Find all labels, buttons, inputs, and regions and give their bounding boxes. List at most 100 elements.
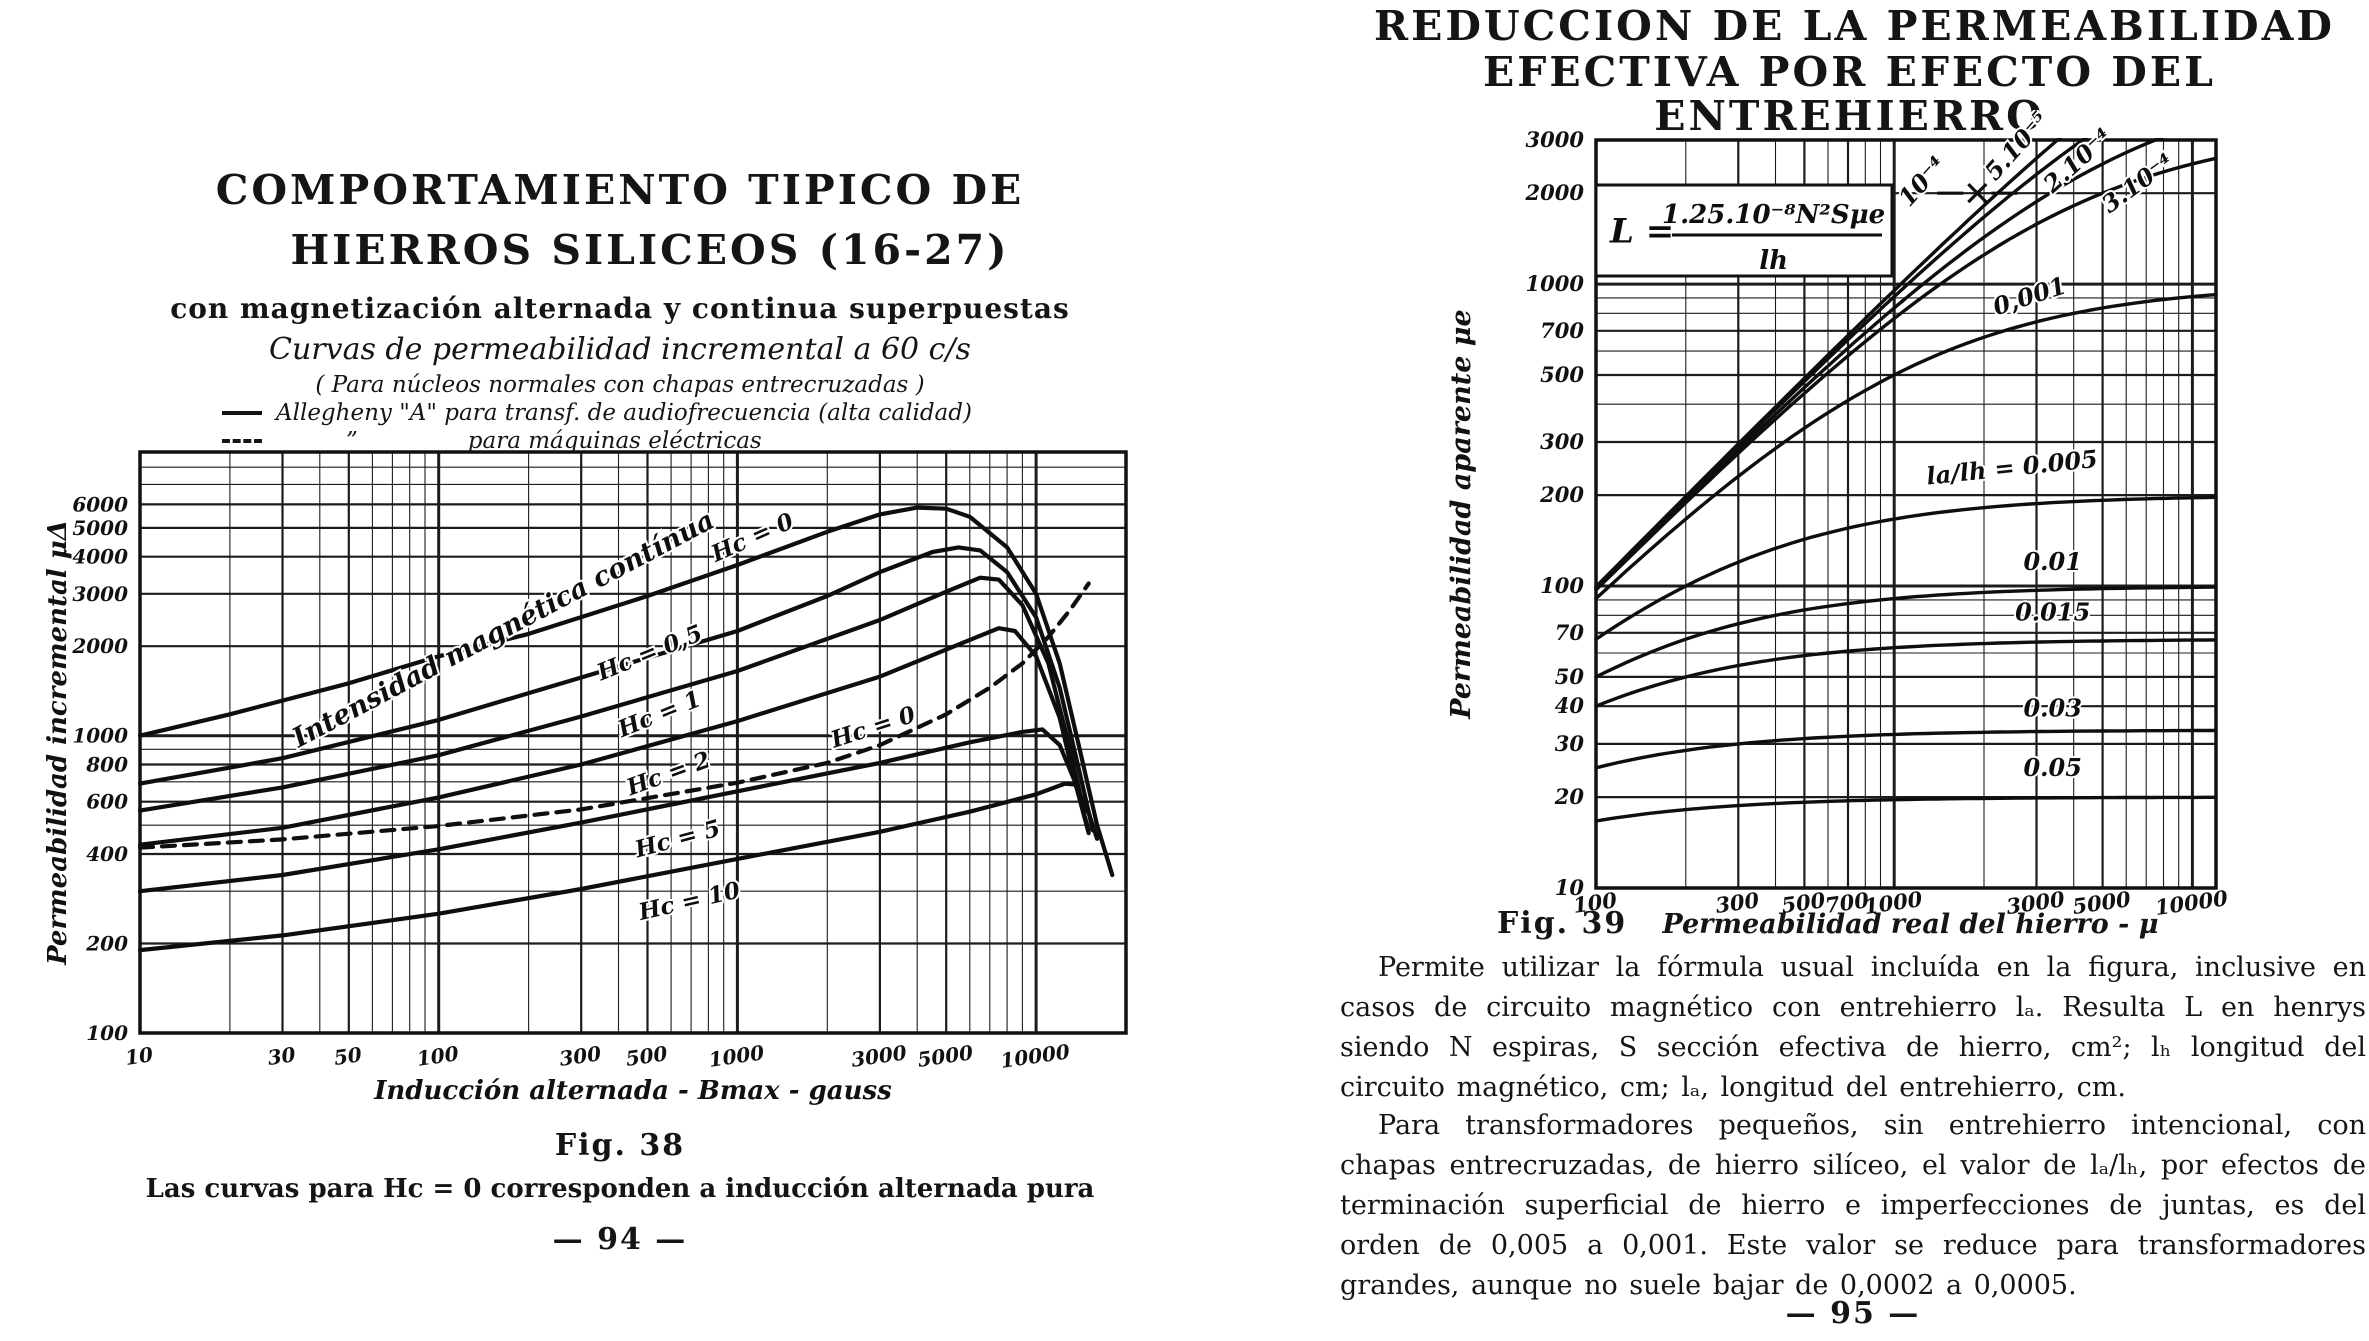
curve-la/lh = 0.001 bbox=[1594, 292, 2218, 601]
y-tick-label: 200 bbox=[1539, 482, 1584, 507]
y-axis-title: Permeabilidad incremental μΔ bbox=[43, 520, 73, 966]
curve-label: la/lh = 0.005 bbox=[1925, 444, 2099, 491]
y-tick-label: 4000 bbox=[72, 545, 128, 569]
y-tick-label: 3000 bbox=[72, 582, 128, 606]
curve-Hc = 1 bbox=[138, 575, 1087, 815]
x-tick-label: 300 bbox=[558, 1041, 603, 1071]
plot-border bbox=[1594, 138, 2218, 890]
x-tick-label: 10 bbox=[124, 1042, 155, 1070]
y-tick-label: 2000 bbox=[1525, 180, 1585, 205]
x-tick-label: 700 bbox=[1824, 887, 1871, 918]
legend-ditto-mark: ” bbox=[346, 428, 358, 454]
legend-row-dashed: ” para máquinas eléctricas bbox=[222, 428, 762, 454]
y-tick-label: 2000 bbox=[71, 634, 128, 658]
solid-line-swatch bbox=[222, 411, 262, 415]
x-tick-label: 50 bbox=[332, 1042, 363, 1070]
curve-Hc = 0,5 bbox=[138, 545, 1095, 833]
curve-Hc = 0 (máquinas eléctricas) bbox=[138, 581, 1091, 850]
y-axis-title: Permeabilidad aparente μe bbox=[1446, 309, 1477, 719]
fig38-title-line1: COMPORTAMIENTO TIPICO DE bbox=[215, 166, 1025, 214]
y-tick-label: 500 bbox=[1540, 362, 1584, 387]
y-tick-label: 20 bbox=[1554, 784, 1585, 809]
fig38-legend-subtitle: ( Para núcleos normales con chapas entre… bbox=[315, 372, 925, 398]
y-tick-label: 70 bbox=[1555, 620, 1585, 645]
svg-text:1.25.10⁻⁸N²Sμe: 1.25.10⁻⁸N²Sμe bbox=[1662, 200, 1885, 230]
y-tick-label: 600 bbox=[86, 790, 128, 814]
body-paragraph-1: Permite utilizar la fórmula usual incluí… bbox=[1340, 952, 2366, 1103]
y-tick-label: 3000 bbox=[1526, 127, 1585, 152]
curve-label: 10⁻⁴ bbox=[1892, 150, 1951, 211]
y-tick-label: 5000 bbox=[72, 516, 128, 540]
y-tick-label: 50 bbox=[1555, 664, 1585, 689]
y-tick-label: 800 bbox=[85, 753, 128, 777]
fig38-label: Fig. 38 bbox=[554, 1128, 686, 1163]
y-tick-label: 40 bbox=[1555, 693, 1585, 718]
fig38-caption: Las curvas para Hc = 0 corresponden a in… bbox=[145, 1174, 1095, 1204]
x-tick-label: 10000 bbox=[999, 1039, 1071, 1072]
dashed-line-swatch bbox=[222, 439, 262, 443]
y-tick-label: 700 bbox=[1540, 318, 1584, 343]
curve-label: 0.01 bbox=[2023, 547, 2081, 576]
curve-la/lh = 0.03 bbox=[1594, 728, 2218, 770]
x-tick-label: 500 bbox=[1780, 887, 1827, 918]
x-tick-label: 300 bbox=[1714, 887, 1761, 918]
legend-row-solid: Allegheny "A" para transf. de audiofrecu… bbox=[222, 400, 972, 426]
curve-Hc = 2 bbox=[138, 626, 1091, 847]
fig38-chart: 10 30 50 100 300 500 1000 3000 5000 1000010020040… bbox=[43, 450, 1128, 1106]
legend-dashed-label: para máquinas eléctricas bbox=[467, 428, 762, 454]
curve-label: Hc = 0,5 bbox=[592, 620, 706, 687]
body-paragraph-2: Para transformadores pequeños, sin entre… bbox=[1340, 1110, 2366, 1301]
curve-Hc = 5 bbox=[138, 727, 1091, 894]
fig39-title-line2: EFECTIVA POR EFECTO DEL ENTREHIERRO bbox=[1483, 48, 2216, 140]
x-tick-label: 100 bbox=[415, 1041, 460, 1071]
curve-label: 0.05 bbox=[2023, 753, 2081, 782]
curve-label: 0.015 bbox=[2015, 597, 2090, 626]
y-tick-label: 30 bbox=[1555, 731, 1585, 756]
curve-label: 0.03 bbox=[2023, 693, 2081, 722]
curve-label: 3.10⁻⁴ bbox=[2096, 147, 2179, 218]
fig39-caption-row: Fig. 39 Permeabilidad real del hierro - … bbox=[1497, 906, 2159, 941]
x-tick-label: 100 bbox=[1572, 887, 1619, 918]
x-marker bbox=[1937, 183, 2018, 204]
curve-la/lh = 0.01 bbox=[1594, 585, 2218, 679]
svg-text:lh: lh bbox=[1759, 246, 1788, 276]
series bbox=[1594, 138, 2218, 823]
y-tick-label: 1000 bbox=[1526, 271, 1585, 296]
curve-label: Hc = 0 bbox=[827, 701, 919, 754]
formula-box bbox=[1594, 183, 1894, 278]
curve-Hc = 0 bbox=[138, 505, 1115, 878]
series bbox=[138, 505, 1115, 953]
y-tick-label: 10 bbox=[1555, 875, 1585, 900]
fig39-caption: Permeabilidad real del hierro - μ bbox=[1662, 909, 2159, 940]
page-number-95: — 95 — bbox=[1785, 1296, 1921, 1331]
y-tick-label: 100 bbox=[1540, 573, 1584, 598]
y-tick-label: 100 bbox=[86, 1021, 128, 1045]
legend-solid-label: Allegheny "A" para transf. de audiofrecu… bbox=[276, 400, 972, 426]
page-number-94: — 94 — bbox=[552, 1222, 688, 1257]
plot-border bbox=[138, 450, 1128, 1035]
fig39-label: Fig. 39 bbox=[1497, 906, 1628, 941]
svg-text:L =: L = bbox=[1609, 212, 1674, 252]
curve-la/lh = 0.0002 bbox=[1594, 138, 2165, 591]
x-tick-label: 3000 bbox=[850, 1040, 909, 1072]
curve-label: Hc = 5 bbox=[631, 815, 723, 864]
y-tick-label: 400 bbox=[86, 842, 128, 866]
x-axis-title: Inducción alternada - Bmax - gauss bbox=[373, 1076, 892, 1106]
curve-la/lh = 0.0003 bbox=[1594, 156, 2218, 592]
y-tick-label: 200 bbox=[85, 932, 128, 956]
x-tick-label: 1000 bbox=[707, 1040, 766, 1072]
y-tick-label: 6000 bbox=[72, 492, 128, 516]
fig38-legend-title: Curvas de permeabilidad incremental a 60… bbox=[269, 332, 971, 367]
fig39-title-line1: REDUCCION DE LA PERMEABILIDAD bbox=[1374, 2, 2335, 50]
fig38-subtitle: con magnetización alternada y continua s… bbox=[170, 292, 1070, 325]
x-tick-label: 500 bbox=[624, 1041, 669, 1071]
x-tick-label: 5000 bbox=[916, 1040, 975, 1072]
fig38-title-line2: HIERROS SILICEOS (16-27) bbox=[290, 226, 1010, 274]
inductance-formula: L =1.25.10⁻⁸N²Sμe lh bbox=[1609, 200, 1885, 276]
curve-la/lh = 0.05 bbox=[1594, 795, 2218, 823]
x-tick-label: 30 bbox=[266, 1042, 297, 1070]
x-tick-label: 10000 bbox=[2153, 885, 2229, 920]
